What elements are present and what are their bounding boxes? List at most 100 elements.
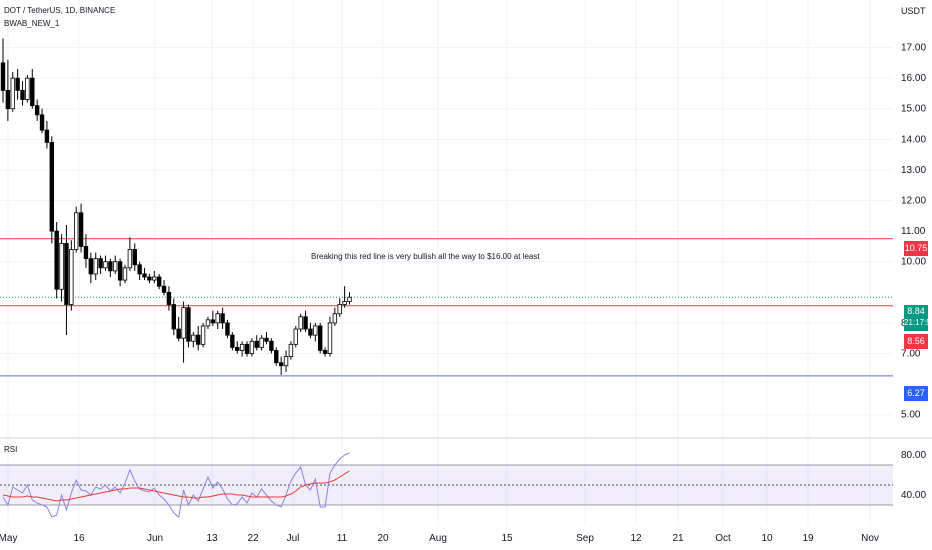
candle bbox=[327, 316, 333, 357]
candle-body bbox=[49, 141, 54, 232]
candle-body bbox=[34, 105, 40, 116]
candle bbox=[332, 307, 338, 326]
candle bbox=[137, 261, 142, 281]
candle-body bbox=[83, 246, 89, 260]
candle-body bbox=[313, 325, 318, 336]
candle-body bbox=[274, 350, 279, 364]
candle bbox=[166, 286, 172, 311]
candle-body bbox=[191, 334, 196, 342]
rsi-tick-label: 80.00 bbox=[901, 450, 926, 461]
candle bbox=[200, 322, 206, 348]
symbol-title[interactable]: DOT / TetherUS, 1D, BINANCE bbox=[4, 6, 116, 15]
candle-body bbox=[303, 316, 308, 330]
candle-body bbox=[205, 319, 211, 327]
candle-body bbox=[10, 77, 15, 110]
horizontal-lines[interactable] bbox=[0, 238, 893, 377]
candle bbox=[74, 206, 79, 253]
candle bbox=[205, 316, 211, 330]
candle bbox=[239, 341, 245, 357]
candle-body bbox=[342, 301, 347, 305]
red-line-badge: 8.56 bbox=[904, 334, 928, 349]
candle bbox=[122, 264, 128, 284]
indicator-label[interactable]: BWAB_NEW_1 bbox=[4, 19, 60, 28]
candle-body bbox=[108, 261, 113, 272]
time-tick-label: May bbox=[0, 533, 17, 544]
last-price-value: 8.84 bbox=[907, 306, 925, 316]
candle bbox=[186, 304, 191, 348]
rsi-pane bbox=[0, 452, 893, 518]
candle bbox=[264, 332, 269, 345]
candle bbox=[195, 325, 201, 351]
candle bbox=[15, 68, 20, 100]
candle-body bbox=[147, 276, 152, 281]
candle-body bbox=[44, 129, 50, 143]
time-tick-label: 21 bbox=[672, 533, 684, 544]
countdown-timer: 21:17:57 bbox=[904, 318, 932, 327]
time-tick-label: 16 bbox=[73, 533, 85, 544]
candle bbox=[20, 81, 25, 106]
candle bbox=[303, 310, 308, 333]
candle-body bbox=[142, 273, 147, 278]
candle bbox=[274, 347, 279, 366]
candle-body bbox=[317, 325, 323, 351]
candle-body bbox=[103, 261, 108, 269]
candle bbox=[283, 350, 289, 372]
candle bbox=[152, 270, 157, 284]
candle-body bbox=[210, 319, 216, 324]
candle bbox=[269, 338, 274, 354]
price-tick-label: 11.00 bbox=[901, 226, 926, 237]
candle-body bbox=[235, 346, 240, 351]
price-tick-label: 12.00 bbox=[901, 196, 926, 207]
candle bbox=[64, 225, 69, 336]
candle-body bbox=[337, 304, 342, 315]
candle bbox=[210, 310, 216, 326]
candle-body bbox=[254, 340, 259, 348]
rsi-label[interactable]: RSI bbox=[4, 445, 18, 454]
candle bbox=[215, 310, 220, 330]
candle-body bbox=[278, 362, 284, 367]
candle bbox=[191, 332, 196, 348]
candle bbox=[220, 307, 225, 330]
time-tick-label: 13 bbox=[206, 533, 218, 544]
rsi-tick-label: 40.00 bbox=[901, 490, 926, 501]
price-tick-label: 5.00 bbox=[901, 410, 921, 421]
candle bbox=[317, 322, 323, 354]
time-tick-label: 15 bbox=[501, 533, 513, 544]
candle-body bbox=[269, 340, 274, 351]
candle bbox=[69, 240, 74, 311]
resistance-badge: 10.75 bbox=[904, 241, 928, 256]
candle-body bbox=[30, 77, 35, 107]
time-tick-label: Oct bbox=[715, 533, 731, 544]
time-tick-label: 19 bbox=[802, 533, 814, 544]
last-price-badge: 8.84 21:17:57 bbox=[904, 305, 932, 331]
candle-body bbox=[195, 334, 201, 345]
candle-body bbox=[39, 114, 45, 131]
candle bbox=[78, 203, 84, 253]
candle bbox=[298, 313, 303, 333]
candle bbox=[249, 338, 255, 357]
time-tick-label: Jul bbox=[287, 533, 300, 544]
price-axis[interactable]: 5.007.008.0010.0011.0012.0013.0014.0015.… bbox=[901, 43, 926, 501]
annotation-text: Breaking this red line is very bullish a… bbox=[311, 252, 540, 261]
candle bbox=[103, 255, 108, 271]
candle-body bbox=[20, 89, 25, 100]
candle bbox=[156, 273, 162, 290]
candle bbox=[181, 301, 186, 363]
candle-body bbox=[5, 89, 11, 110]
candle bbox=[0, 38, 6, 103]
price-tick-label: 16.00 bbox=[901, 73, 926, 84]
candle-body bbox=[171, 304, 176, 330]
candle bbox=[39, 108, 45, 134]
time-tick-label: Jun bbox=[147, 533, 163, 544]
candle-body bbox=[283, 356, 289, 367]
candle-body bbox=[156, 276, 162, 287]
candle bbox=[93, 252, 98, 281]
candle-body bbox=[322, 350, 328, 354]
time-axis[interactable]: May 16 Jun 13 22 Jul 11 20 Aug 15 Sep 12 21 Oct 10 19 No… bbox=[0, 533, 879, 544]
candle bbox=[337, 298, 342, 317]
candle bbox=[25, 75, 30, 103]
candle bbox=[347, 292, 352, 305]
candle-body bbox=[132, 249, 137, 266]
candle bbox=[230, 332, 235, 351]
